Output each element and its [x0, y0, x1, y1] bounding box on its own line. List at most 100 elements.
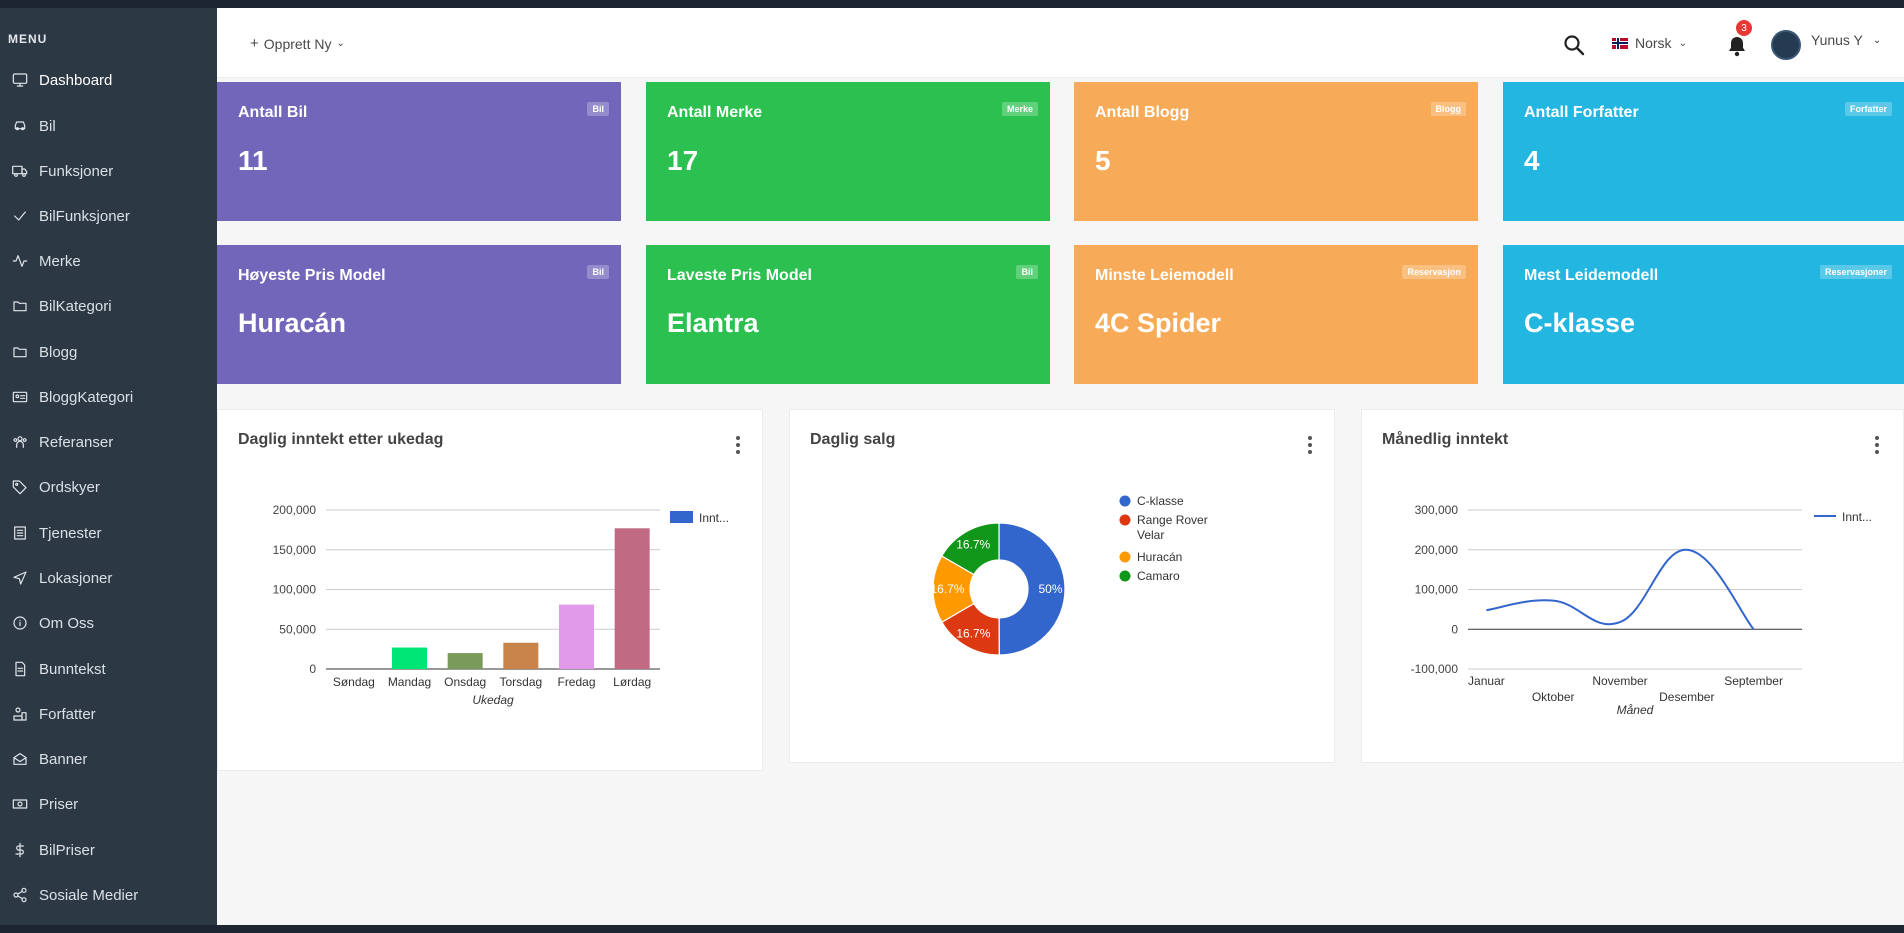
sidebar-item-om-oss[interactable]: Om Oss — [0, 603, 217, 643]
truck-icon — [10, 161, 30, 181]
plus-icon: + — [250, 35, 259, 52]
bar — [447, 653, 483, 669]
sidebar-item-bunntekst[interactable]: Bunntekst — [0, 649, 217, 689]
create-new-label: Opprett Ny — [263, 35, 332, 52]
location-arrow-icon — [10, 568, 30, 588]
sidebar-item-label: Banner — [39, 750, 88, 768]
line-chart: -100,000 0 100,000 200,000 300,000 Januar Okto… — [1411, 503, 1872, 717]
y-tick-label: 100,000 — [1415, 583, 1459, 597]
monitor-icon — [10, 70, 30, 90]
share-icon — [10, 885, 30, 905]
donut-slice — [940, 522, 1000, 576]
sidebar-item-label: Blogg — [39, 343, 78, 361]
y-tick-label: 0 — [1451, 622, 1458, 636]
users-icon — [10, 432, 30, 452]
sidebar-item-bil[interactable]: Bil — [0, 106, 217, 146]
sidebar-item-lokasjoner[interactable]: Lokasjoner — [0, 558, 217, 598]
car-icon — [10, 116, 30, 136]
stat-card-title: Laveste Pris Model — [667, 267, 812, 284]
stat-card-tag: Bil — [587, 102, 609, 116]
list-icon — [10, 523, 30, 543]
more-options-icon[interactable] — [1869, 435, 1885, 455]
language-label: Norsk — [1635, 35, 1672, 51]
stat-card-title: Antall Merke — [667, 104, 763, 121]
stat-card: Antall Merke Merke 17 — [646, 82, 1050, 221]
more-options-icon[interactable] — [730, 435, 746, 455]
legend-label: C-klasse — [1137, 494, 1184, 508]
sidebar-item-label: BilPriser — [39, 841, 95, 859]
sidebar-item-merke[interactable]: Merke — [0, 241, 217, 281]
stat-card-tag: Blogg — [1430, 102, 1466, 116]
slice-label: 16.7% — [930, 582, 964, 596]
legend-marker — [1119, 570, 1131, 582]
x-tick-label: Mandag — [388, 675, 431, 689]
sidebar-item-label: Om Oss — [39, 614, 94, 632]
sidebar-item-label: Forfatter — [39, 705, 96, 723]
legend-marker — [1119, 551, 1131, 563]
sidebar-item-label: Sosiale Medier — [39, 886, 139, 904]
y-tick-label: 300,000 — [1415, 503, 1459, 517]
id-card-icon — [10, 387, 30, 407]
envelope-open-icon — [10, 749, 30, 769]
legend-label: Innt... — [1842, 510, 1872, 524]
money-icon — [10, 794, 30, 814]
sidebar-item-label: BilKategori — [39, 297, 112, 315]
sidebar-item-dashboard[interactable]: Dashboard — [0, 60, 217, 100]
sidebar-item-banner[interactable]: Banner — [0, 739, 217, 779]
y-tick-label: 200,000 — [273, 503, 317, 517]
activity-icon — [10, 251, 30, 271]
bar — [614, 528, 650, 669]
y-tick-label: 100,000 — [273, 583, 317, 597]
stat-card-value: Huracán — [238, 308, 347, 338]
sidebar-item-forfatter[interactable]: Forfatter — [0, 694, 217, 734]
x-axis-label: Ukedag — [472, 693, 514, 707]
sidebar-item-label: Referanser — [39, 433, 114, 451]
donut-slice — [998, 522, 1066, 656]
slice-label: 16.7% — [956, 537, 990, 551]
sidebar-item-tjenester[interactable]: Tjenester — [0, 513, 217, 553]
menu-label: MENU — [8, 32, 48, 46]
sidebar-item-priser[interactable]: Priser — [0, 784, 217, 824]
sidebar-item-referanser[interactable]: Referanser — [0, 422, 217, 462]
folder-icon — [10, 342, 30, 362]
sidebar-item-blogg[interactable]: Blogg — [0, 332, 217, 372]
sidebar-item-label: Lokasjoner — [39, 569, 113, 587]
user-menu[interactable]: Yunus Y ⌄ — [1771, 30, 1881, 60]
sidebar-item-funksjoner[interactable]: Funksjoner — [0, 151, 217, 191]
stat-card-title: Antall Blogg — [1095, 104, 1190, 121]
panel-title: Daglig salg — [810, 431, 896, 448]
sidebar-item-sosiale-medier[interactable]: Sosiale Medier — [0, 875, 217, 915]
info-icon — [10, 613, 30, 633]
series-line — [1486, 548, 1755, 630]
sidebar: MENU Dashboard Bil Funksjoner BilFunksjoner… — [0, 8, 217, 925]
legend-label: Huracán — [1137, 550, 1182, 564]
line-chart-panel: Månedlig inntekt -100,000 0 100,000 200,000… — [1361, 409, 1904, 763]
stat-card-value: 11 — [238, 145, 268, 176]
sidebar-item-bilfunksjoner[interactable]: BilFunksjoner — [0, 196, 217, 236]
bell-icon[interactable] — [1725, 34, 1749, 58]
sidebar-item-ordskyer[interactable]: Ordskyer — [0, 467, 217, 507]
sidebar-item-label: Merke — [39, 252, 81, 270]
sidebar-item-bilkategori[interactable]: BilKategori — [0, 286, 217, 326]
create-new-dropdown[interactable]: + Opprett Ny ⌄ — [250, 35, 345, 52]
bar — [559, 604, 594, 669]
sidebar-item-bloggkategori[interactable]: BloggKategori — [0, 377, 217, 417]
legend-marker — [1119, 495, 1131, 507]
search-icon[interactable] — [1562, 33, 1586, 57]
stat-card-title: Antall Bil — [238, 104, 308, 121]
x-tick-label: Oktober — [1532, 690, 1575, 704]
sidebar-item-bilpriser[interactable]: BilPriser — [0, 830, 217, 870]
panel-title: Daglig inntekt etter ukedag — [238, 431, 444, 448]
more-options-icon[interactable] — [1302, 435, 1318, 455]
language-selector[interactable]: Norsk ⌄ — [1612, 35, 1687, 51]
slice-label: 50% — [1038, 582, 1062, 596]
document-icon — [10, 659, 30, 679]
sidebar-item-label: Priser — [39, 795, 79, 813]
norway-flag-icon — [1612, 37, 1628, 49]
y-tick-label: 200,000 — [1415, 543, 1459, 557]
stat-card-tag: Merke — [1001, 102, 1038, 116]
bar-chart: 0 50,000 100,000 150,000 200,000 Søndag Mandag… — [273, 503, 729, 707]
x-tick-label: Desember — [1659, 690, 1714, 704]
stat-card-title: Mest Leidemodell — [1524, 267, 1659, 284]
stat-card-tag: Bil — [1016, 265, 1038, 279]
